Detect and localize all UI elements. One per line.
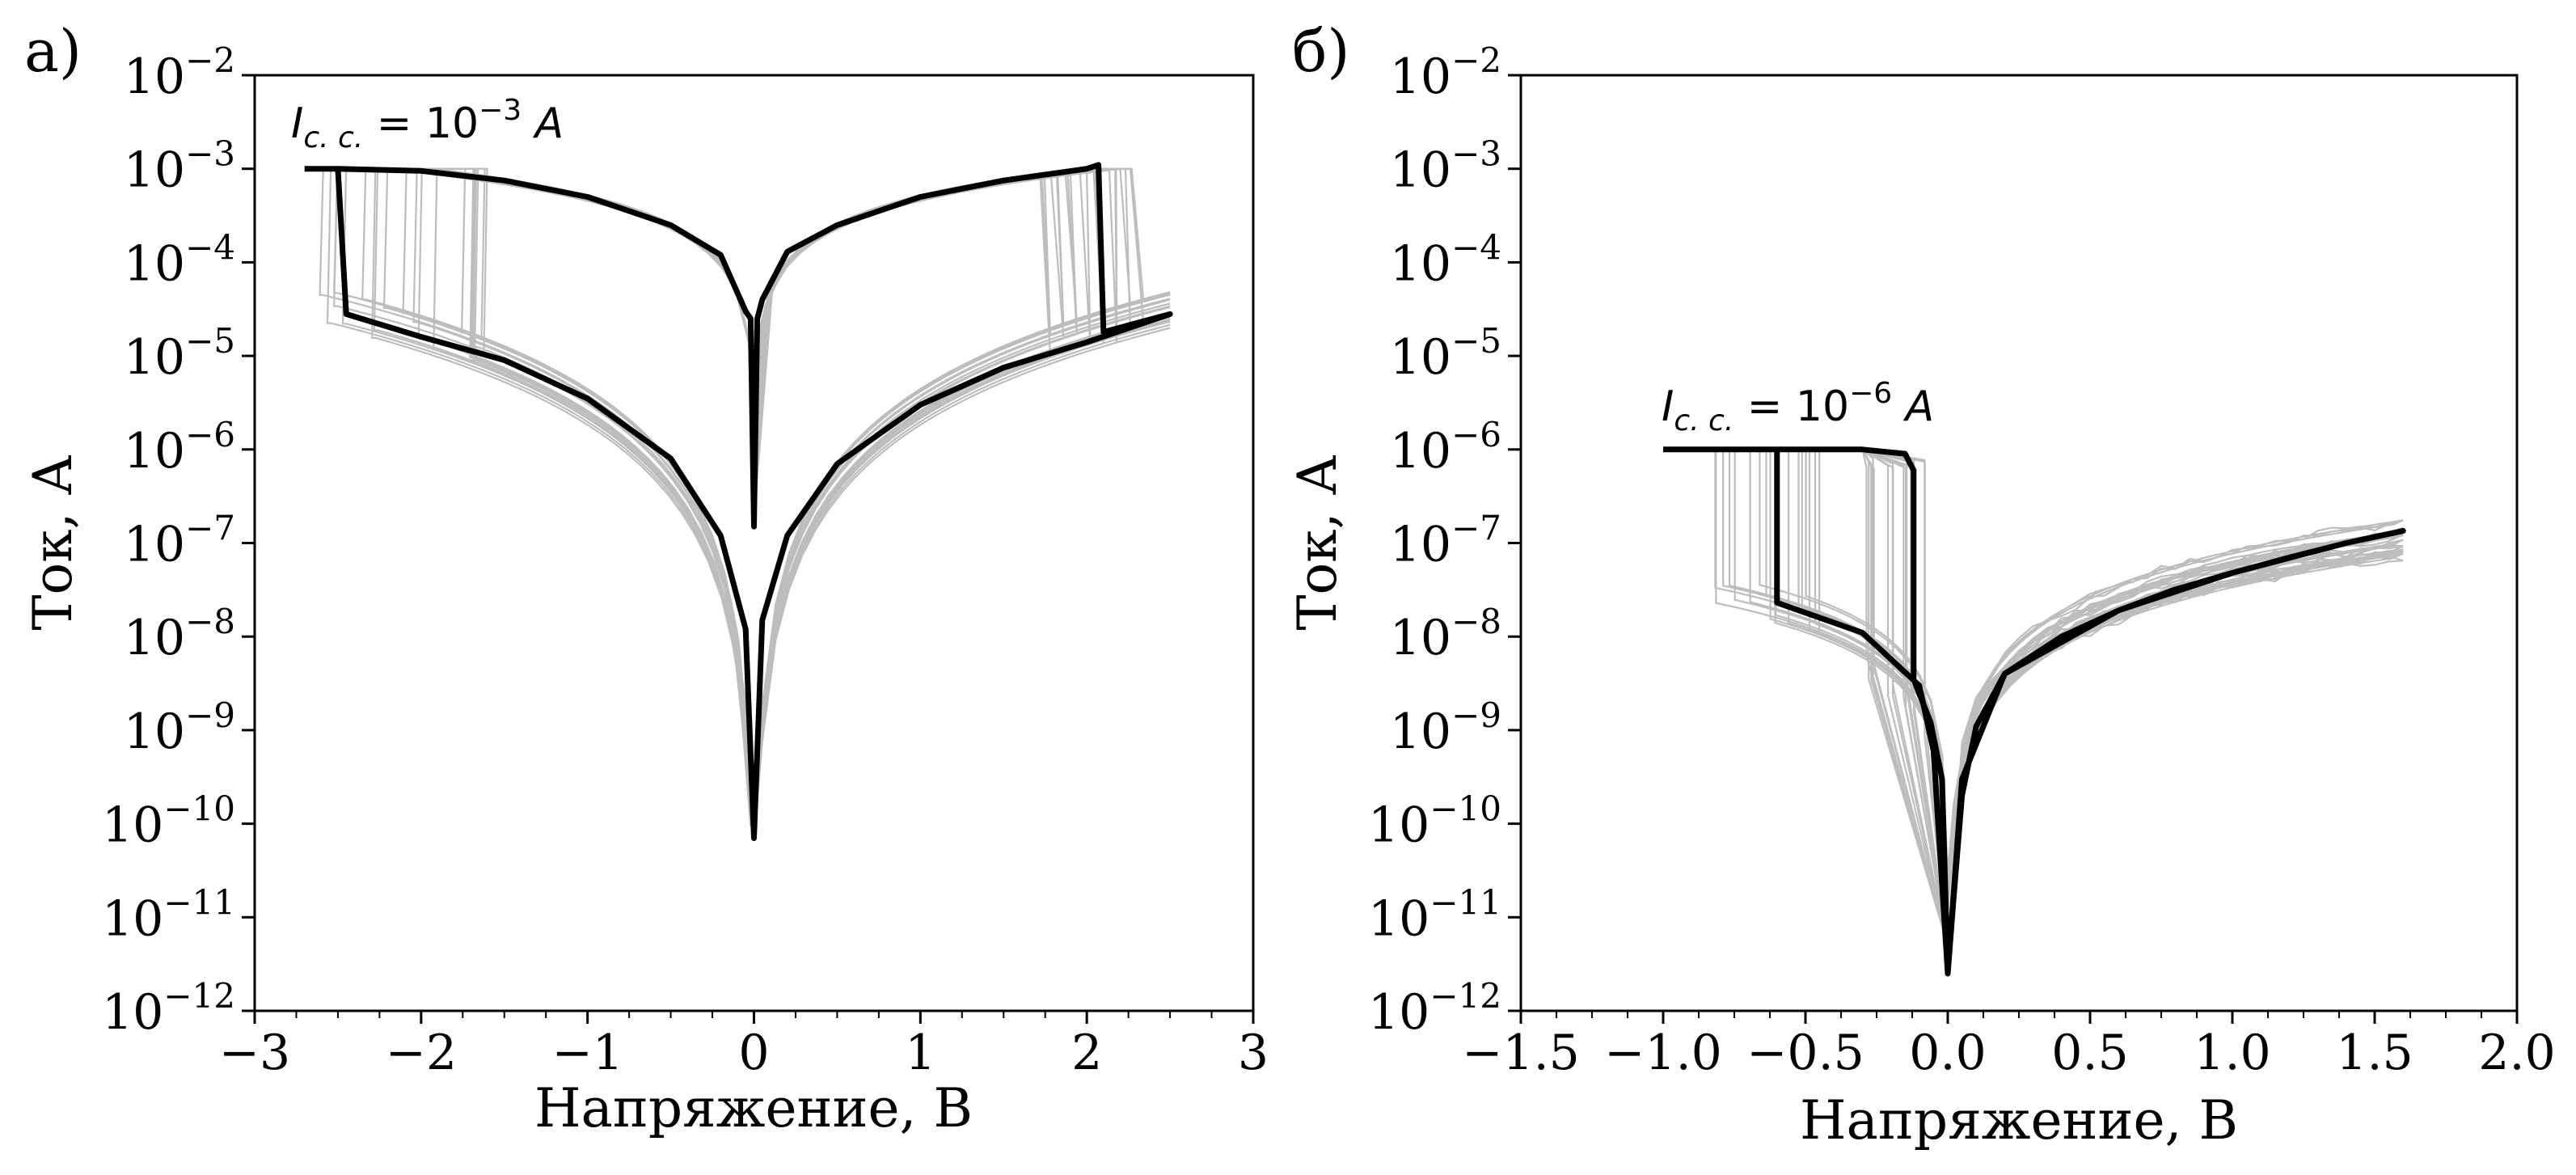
panel-label-a: а) bbox=[24, 17, 82, 85]
annotation-a-exp: −3 bbox=[479, 94, 522, 127]
y-tick-label: 10−9 bbox=[1390, 695, 1501, 760]
panel-label-b: б) bbox=[1292, 17, 1349, 85]
annotation-b-unit: A bbox=[1903, 383, 1935, 431]
y-tick-label: 10−11 bbox=[102, 882, 235, 947]
ensemble-trace bbox=[1663, 448, 2404, 946]
ensemble-trace bbox=[313, 167, 1171, 833]
ensemble-traces-b bbox=[1663, 448, 2404, 946]
x-tick-label: 2 bbox=[1071, 1025, 1102, 1081]
highlight-trace bbox=[304, 162, 1173, 841]
ensemble-trace bbox=[1663, 448, 2404, 946]
ensemble-trace bbox=[1663, 448, 2404, 946]
y-tick-label: 10−3 bbox=[124, 134, 235, 199]
highlight-trace bbox=[1663, 446, 2406, 977]
x-tick-label: −1 bbox=[551, 1025, 623, 1081]
y-axis-label-b: Ток, А bbox=[1286, 455, 1349, 631]
ensemble-trace bbox=[1663, 448, 2404, 946]
y-tick-label: 10−5 bbox=[124, 321, 235, 386]
annotation-b-exp: −6 bbox=[1849, 377, 1892, 410]
x-tick-label: 0.5 bbox=[2051, 1025, 2128, 1081]
annotation-a-sub: c. c. bbox=[303, 121, 363, 154]
ensemble-trace bbox=[1663, 448, 2404, 946]
ensemble-trace bbox=[1663, 448, 2404, 946]
highlight-trace-a bbox=[304, 162, 1173, 841]
ensemble-trace bbox=[313, 167, 1171, 836]
ensemble-trace bbox=[313, 167, 1171, 826]
ensemble-trace bbox=[1663, 448, 2404, 946]
x-tick-label: 0.0 bbox=[1909, 1025, 1986, 1081]
x-tick-label: −2 bbox=[386, 1025, 457, 1081]
y-tick-label: 10−11 bbox=[1368, 882, 1501, 947]
ensemble-trace bbox=[1663, 448, 2404, 946]
y-tick-label: 10−9 bbox=[124, 695, 235, 760]
y-tick-label: 10−12 bbox=[1368, 976, 1501, 1041]
x-tick-label: −0.5 bbox=[1746, 1025, 1864, 1081]
axes-a: 10−1210−1110−1010−910−810−710−610−510−41… bbox=[102, 40, 1269, 1081]
y-tick-label: 10−3 bbox=[1390, 134, 1501, 199]
y-tick-label: 10−8 bbox=[124, 602, 235, 666]
ensemble-trace bbox=[313, 167, 1171, 828]
x-tick-label: 0 bbox=[738, 1025, 769, 1081]
ensemble-trace bbox=[313, 167, 1171, 839]
ensemble-trace bbox=[1663, 448, 2404, 946]
ensemble-trace bbox=[1663, 448, 2404, 946]
y-tick-label: 10−6 bbox=[1390, 415, 1501, 480]
annotation-a-unit: A bbox=[533, 99, 564, 148]
panel-b: б) 10−1210−1110−1010−910−810−710−610−510… bbox=[1286, 17, 2556, 1152]
axes-b: 10−12 10−11 10−10 10−9 10−8 10−7 10−6 10−5 10−4 1… bbox=[1368, 40, 2556, 1081]
x-tick-label: 3 bbox=[1238, 1025, 1269, 1081]
x-axis-label-b: Напряжение, В bbox=[1800, 1089, 2238, 1152]
annotation-a: Ic. c. = 10−3 A bbox=[291, 94, 564, 154]
x-tick-label: 2.0 bbox=[2478, 1025, 2555, 1081]
ensemble-trace bbox=[313, 167, 1171, 833]
svg-text:Ic. c. = 10−3 A: Ic. c. = 10−3 A bbox=[291, 94, 564, 154]
plot-frame-a bbox=[253, 74, 1255, 1012]
y-tick-label: 10−4 bbox=[124, 227, 235, 292]
y-axis-label-a: Ток, А bbox=[22, 455, 84, 631]
x-tick-label: 1.0 bbox=[2194, 1025, 2270, 1081]
ensemble-traces-a bbox=[313, 167, 1171, 839]
svg-text:Ic. c. = 10−6 A: Ic. c. = 10−6 A bbox=[1662, 377, 1934, 437]
highlight-trace-b bbox=[1663, 446, 2406, 977]
y-tick-label: 10−7 bbox=[124, 509, 235, 573]
x-tick-label: −3 bbox=[219, 1025, 290, 1081]
y-tick-label: 10−10 bbox=[102, 789, 235, 854]
annotation-b-sub: c. c. bbox=[1674, 404, 1734, 437]
annotation-b: Ic. c. = 10−6 A bbox=[1662, 377, 1934, 437]
ensemble-trace bbox=[1663, 448, 2404, 946]
y-tick-label: 10−4 bbox=[1390, 227, 1501, 292]
y-tick-label: 10−10 bbox=[1368, 789, 1501, 854]
y-tick-label: 10−5 bbox=[1390, 321, 1501, 386]
y-tick-label: 10−2 bbox=[1390, 40, 1501, 105]
x-tick-label: −1.5 bbox=[1462, 1025, 1580, 1081]
y-tick-label: 10−2 bbox=[124, 40, 235, 105]
panel-a: а) 10−1210−1110−1010−910−810−710−610−510… bbox=[22, 17, 1269, 1139]
ensemble-trace bbox=[313, 167, 1171, 827]
y-tick-label: 10−8 bbox=[1390, 602, 1501, 666]
x-tick-label: 1.5 bbox=[2336, 1025, 2413, 1081]
ensemble-trace bbox=[1663, 448, 2404, 946]
ensemble-trace bbox=[1663, 448, 2404, 946]
ensemble-trace bbox=[1663, 448, 2404, 946]
ensemble-trace bbox=[1663, 448, 2404, 946]
ensemble-trace bbox=[1663, 448, 2404, 946]
x-tick-label: −1.0 bbox=[1604, 1025, 1722, 1081]
y-tick-label: 10−12 bbox=[102, 976, 235, 1041]
ensemble-trace bbox=[1663, 448, 2404, 946]
ensemble-trace bbox=[313, 167, 1171, 825]
x-axis-label-a: Напряжение, В bbox=[534, 1077, 973, 1139]
ensemble-trace bbox=[313, 167, 1171, 832]
ensemble-trace bbox=[1663, 448, 2404, 946]
x-tick-label: 1 bbox=[905, 1025, 935, 1081]
y-tick-label: 10−6 bbox=[124, 415, 235, 480]
y-tick-label: 10−7 bbox=[1390, 509, 1501, 573]
